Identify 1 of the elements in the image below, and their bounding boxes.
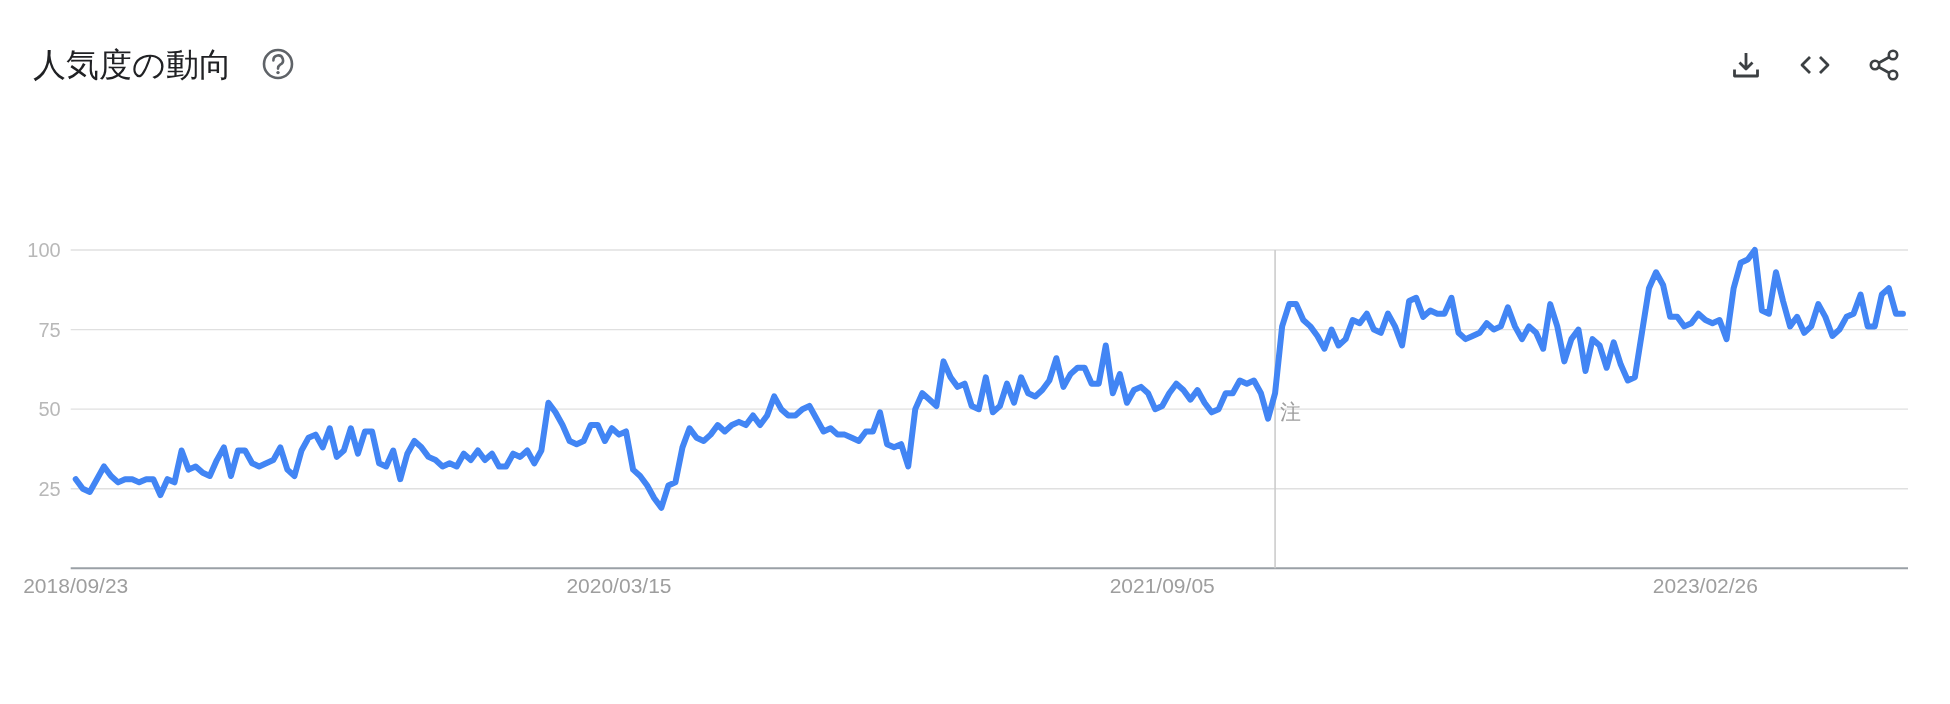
title: 人気度の動向 bbox=[33, 45, 232, 83]
